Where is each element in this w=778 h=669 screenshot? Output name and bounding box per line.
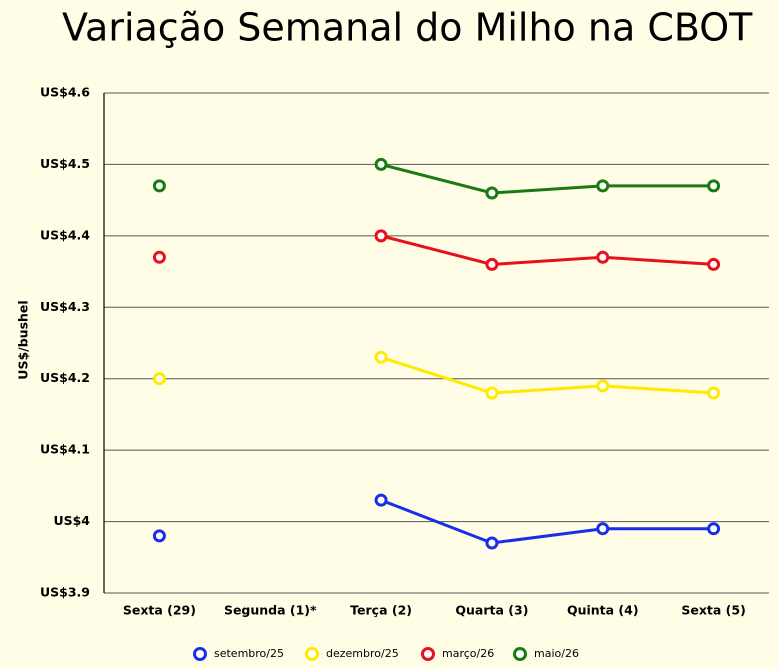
point xyxy=(707,522,721,536)
point xyxy=(596,379,610,393)
legend-marker xyxy=(193,647,207,661)
series-line xyxy=(380,162,714,195)
x-tick-label: Sexta (5) xyxy=(681,603,745,618)
point xyxy=(707,179,721,193)
point xyxy=(596,522,610,536)
point xyxy=(152,372,166,386)
point xyxy=(374,229,388,243)
x-tick-label: Quarta (3) xyxy=(455,603,528,618)
series-line xyxy=(380,498,714,545)
x-tick-label: Terça (2) xyxy=(350,603,412,618)
legend-label: dezembro/25 xyxy=(326,647,399,660)
y-tick-label: US$4.4 xyxy=(40,227,90,242)
legend-marker xyxy=(513,647,527,661)
point xyxy=(707,386,721,400)
point xyxy=(485,386,499,400)
legend-marker xyxy=(305,647,319,661)
chart-title: Variação Semanal do Milho na CBOT xyxy=(62,6,753,50)
point xyxy=(596,179,610,193)
y-tick-label: US$4.6 xyxy=(40,85,90,100)
legend-label: março/26 xyxy=(442,647,494,660)
x-tick-label: Quinta (4) xyxy=(567,603,639,618)
point xyxy=(485,257,499,271)
point xyxy=(152,529,166,543)
point xyxy=(485,186,499,200)
series-line xyxy=(380,355,714,395)
point xyxy=(152,250,166,264)
y-tick-label: US$4.2 xyxy=(40,370,90,385)
point xyxy=(707,257,721,271)
legend-marker xyxy=(421,647,435,661)
legend-label: maio/26 xyxy=(534,647,579,660)
y-tick-label: US$4.5 xyxy=(40,156,90,171)
y-tick-label: US$4.3 xyxy=(40,299,90,314)
y-tick-label: US$3.9 xyxy=(40,585,90,600)
legend-label: setembro/25 xyxy=(214,647,284,660)
series-line xyxy=(380,234,714,266)
y-tick-label: US$4 xyxy=(53,513,90,528)
point xyxy=(485,536,499,550)
x-tick-label: Segunda (1)* xyxy=(224,603,317,618)
y-tick-label: US$4.1 xyxy=(40,442,90,457)
point xyxy=(374,493,388,507)
x-tick-label: Sexta (29) xyxy=(123,603,196,618)
point xyxy=(374,350,388,364)
point xyxy=(374,157,388,171)
y-axis-label: US$/bushel xyxy=(16,300,31,379)
point xyxy=(152,179,166,193)
point xyxy=(596,250,610,264)
